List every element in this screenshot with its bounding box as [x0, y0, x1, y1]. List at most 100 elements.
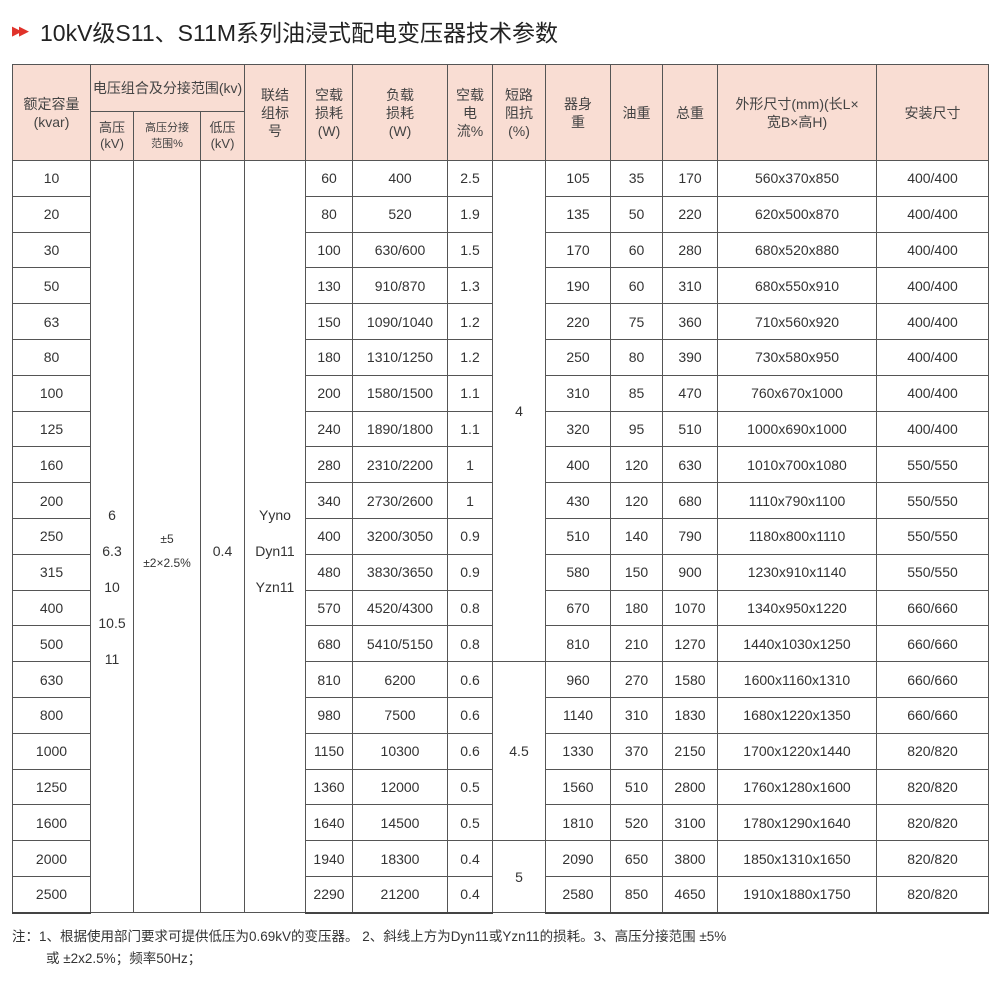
cell-noload-current: 0.6	[447, 732, 493, 770]
cell-noload-current: 0.8	[447, 625, 493, 663]
cell-oil-weight: 650	[610, 840, 663, 877]
cell-dimensions: 1440x1030x1250	[717, 625, 877, 663]
cell-dimensions: 1000x690x1000	[717, 410, 877, 448]
cell-capacity: 250	[12, 517, 91, 555]
cell-capacity: 100	[12, 374, 91, 412]
cell-body-weight: 220	[545, 303, 611, 340]
double-arrow-right-icon: ▶▶	[12, 23, 29, 38]
cell-total-weight: 1270	[662, 625, 718, 663]
cell-total-weight: 2800	[662, 768, 718, 806]
cell-noload-current: 0.8	[447, 589, 493, 627]
header-hv: 高压(kV)	[90, 111, 134, 161]
cell-install: 550/550	[876, 553, 989, 591]
cell-body-weight: 670	[545, 589, 611, 627]
cell-noload-loss: 400	[305, 517, 353, 555]
cell-install: 820/820	[876, 840, 989, 877]
table-row: 630 810 6200 0.6 4.5 960 270 1580 1600x1160x1310…	[12, 661, 989, 842]
cell-dimensions: 680x550x910	[717, 267, 877, 305]
cell-total-weight: 630	[662, 446, 718, 484]
table-row: 160 280 2310/2200 1 400 120 630 1010x700x1080 55…	[12, 446, 989, 484]
cell-total-weight: 4650	[662, 875, 718, 914]
cell-install: 820/820	[876, 732, 989, 770]
cell-body-weight: 400	[545, 446, 611, 484]
cell-oil-weight: 370	[610, 732, 663, 770]
merged-value: Yyno	[259, 506, 291, 523]
cell-load-loss: 1310/1250	[352, 338, 448, 376]
cell-install: 660/660	[876, 661, 989, 698]
footnote-line-2: 或 ±2x2.5%；频率50Hz；	[46, 951, 202, 966]
cell-capacity: 80	[12, 338, 91, 376]
cell-dimensions: 1600x1160x1310	[717, 661, 877, 698]
cell-impedance-merged: 4.5	[492, 661, 546, 842]
cell-oil-weight: 80	[610, 338, 663, 376]
cell-load-loss: 400	[352, 160, 448, 197]
cell-hv-merged: 6 6.3 10 10.5 11	[90, 159, 134, 914]
cell-total-weight: 1070	[662, 589, 718, 627]
cell-total-weight: 310	[662, 267, 718, 305]
cell-dimensions: 1780x1290x1640	[717, 804, 877, 842]
cell-noload-current: 2.5	[447, 160, 493, 197]
cell-body-weight: 2090	[545, 840, 611, 877]
header-dimensions: 外形尺寸(mm)(长L×宽B×高H)	[717, 64, 877, 161]
cell-noload-loss: 1640	[305, 804, 353, 842]
cell-oil-weight: 850	[610, 875, 663, 914]
cell-body-weight: 105	[545, 160, 611, 197]
cell-total-weight: 510	[662, 410, 718, 448]
cell-body-weight: 250	[545, 338, 611, 376]
cell-load-loss: 1580/1500	[352, 374, 448, 412]
cell-total-weight: 360	[662, 303, 718, 340]
cell-capacity: 50	[12, 267, 91, 305]
cell-install: 400/400	[876, 303, 989, 340]
cell-dimensions: 620x500x870	[717, 195, 877, 233]
cell-oil-weight: 75	[610, 303, 663, 340]
cell-noload-loss: 2290	[305, 875, 353, 914]
cell-noload-loss: 200	[305, 374, 353, 412]
merged-value: Yzn11	[255, 578, 295, 595]
cell-noload-loss: 980	[305, 696, 353, 734]
cell-total-weight: 3100	[662, 804, 718, 842]
cell-noload-current: 1	[447, 482, 493, 519]
cell-total-weight: 3800	[662, 840, 718, 877]
cell-noload-loss: 480	[305, 553, 353, 591]
cell-total-weight: 790	[662, 517, 718, 555]
cell-total-weight: 220	[662, 195, 718, 233]
cell-oil-weight: 85	[610, 374, 663, 412]
cell-install: 400/400	[876, 410, 989, 448]
cell-capacity: 1000	[12, 732, 91, 770]
header-total-weight: 总重	[662, 64, 718, 161]
cell-capacity: 800	[12, 696, 91, 734]
cell-load-loss: 18300	[352, 840, 448, 877]
table-row: 1000 1150 10300 0.6 1330 370 2150 1700x1220x144…	[12, 732, 989, 770]
cell-oil-weight: 60	[610, 231, 663, 269]
cell-vector-merged: Yyno Dyn11 Yzn11	[244, 159, 306, 914]
cell-total-weight: 170	[662, 160, 718, 197]
cell-load-loss: 3200/3050	[352, 517, 448, 555]
cell-capacity: 20	[12, 195, 91, 233]
cell-install: 400/400	[876, 195, 989, 233]
cell-install: 550/550	[876, 482, 989, 519]
header-install: 安装尺寸	[876, 64, 989, 161]
cell-capacity: 400	[12, 589, 91, 627]
cell-oil-weight: 150	[610, 553, 663, 591]
cell-body-weight: 170	[545, 231, 611, 269]
table-row: 500 680 5410/5150 0.8 810 210 1270 1440x1030x12…	[12, 625, 989, 663]
cell-load-loss: 630/600	[352, 231, 448, 269]
table-row: 30 100 630/600 1.5 170 60 280 680x520x880 400/40…	[12, 231, 989, 269]
cell-noload-loss: 240	[305, 410, 353, 448]
cell-load-loss: 21200	[352, 875, 448, 914]
cell-install: 820/820	[876, 804, 989, 842]
cell-load-loss: 1890/1800	[352, 410, 448, 448]
cell-capacity: 30	[12, 231, 91, 269]
cell-noload-loss: 340	[305, 482, 353, 519]
cell-load-loss: 4520/4300	[352, 589, 448, 627]
cell-noload-current: 1	[447, 446, 493, 484]
footnote: 注：1、根据使用部门要求可提供低压为0.69kV的变压器。 2、斜线上方为Dyn…	[12, 926, 987, 970]
cell-install: 400/400	[876, 231, 989, 269]
cell-oil-weight: 60	[610, 267, 663, 305]
cell-oil-weight: 210	[610, 625, 663, 663]
cell-install: 400/400	[876, 160, 989, 197]
cell-capacity: 1250	[12, 768, 91, 806]
table-row: 100 200 1580/1500 1.1 310 85 470 760x670x1000 40…	[12, 374, 989, 412]
header-lv: 低压(kV)	[200, 111, 245, 161]
cell-noload-loss: 100	[305, 231, 353, 269]
